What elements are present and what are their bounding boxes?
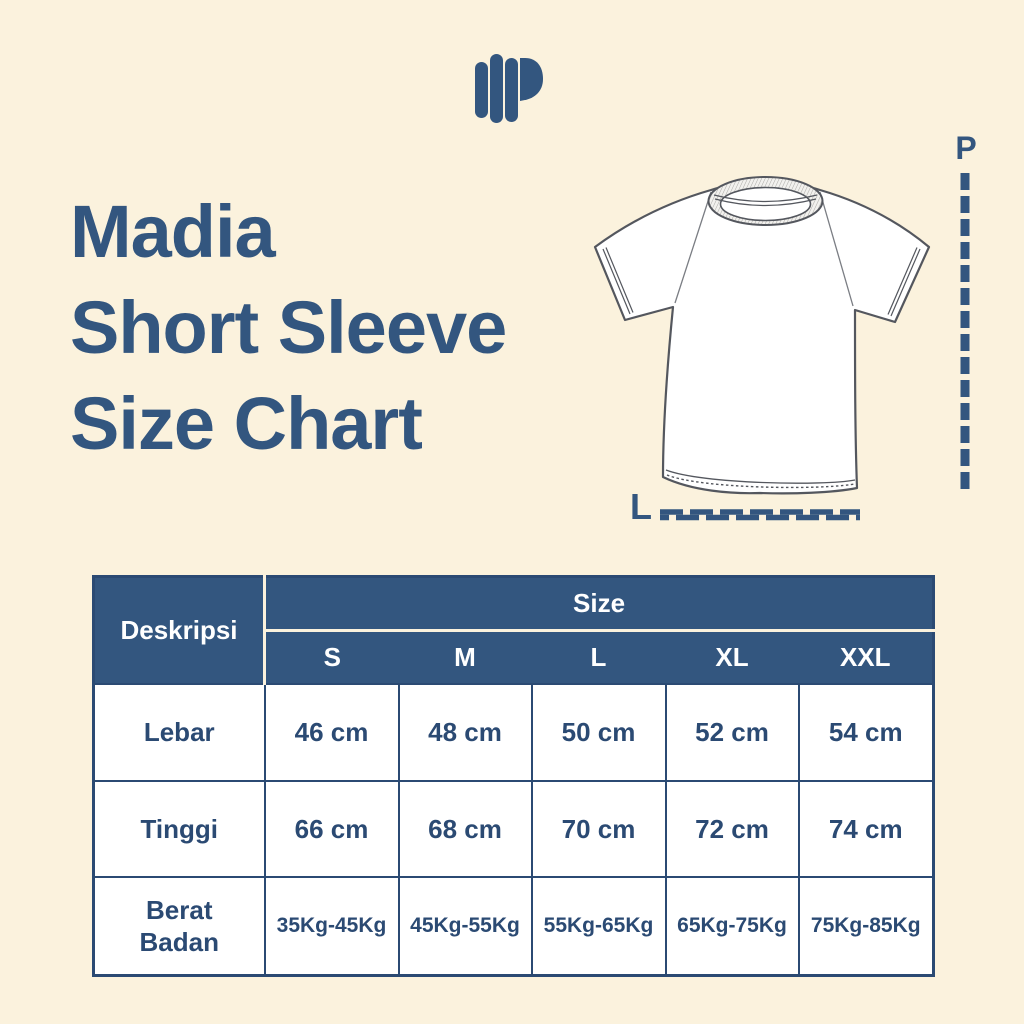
table-header-row-size: Deskripsi Size [93, 576, 934, 684]
table-row-berat-badan: Berat Badan 35Kg-45Kg 45Kg-55Kg 55Kg-65K… [92, 876, 935, 977]
cell-berat-m: 45Kg-55Kg [397, 876, 533, 977]
header-size-s: S [264, 630, 399, 684]
table-header-row-letters: S M L XL XXL [94, 630, 934, 684]
row-label-berat-badan: Berat Badan [92, 876, 266, 977]
title-line-1: Madia [70, 190, 276, 273]
cell-lebar-m: 48 cm [397, 683, 533, 782]
cell-berat-l: 55Kg-65Kg [530, 876, 667, 977]
tshirt-illustration [593, 176, 931, 495]
cell-tinggi-xl: 72 cm [664, 780, 800, 878]
header-size-xl: XL [665, 630, 799, 684]
width-measure-label: L [630, 486, 652, 527]
cell-lebar-l: 50 cm [530, 683, 667, 782]
cell-tinggi-xxl: 74 cm [797, 780, 935, 878]
row-label-tinggi: Tinggi [92, 780, 266, 878]
header-size-xxl: XXL [798, 630, 934, 684]
title-line-3: Size Chart [70, 382, 423, 465]
cell-berat-xl: 65Kg-75Kg [664, 876, 800, 977]
title-line-2: Short Sleeve [70, 286, 507, 369]
table-row-tinggi: Tinggi 66 cm 68 cm 70 cm 72 cm 74 cm [92, 780, 935, 878]
cell-tinggi-s: 66 cm [263, 780, 400, 878]
cell-lebar-xxl: 54 cm [797, 683, 935, 782]
cell-tinggi-m: 68 cm [397, 780, 533, 878]
cell-berat-xxl: 75Kg-85Kg [797, 876, 935, 977]
header-size: Size [264, 576, 934, 632]
row-label-lebar: Lebar [92, 683, 266, 782]
header-size-l: L [531, 630, 666, 684]
height-measure-line [960, 173, 970, 493]
cell-lebar-s: 46 cm [263, 683, 400, 782]
size-table: Deskripsi Size S M L XL XXL Lebar 46 cm … [92, 575, 936, 977]
header-deskripsi: Deskripsi [93, 576, 266, 684]
height-measure-label: P [955, 130, 977, 166]
cell-tinggi-l: 70 cm [530, 780, 667, 878]
header-size-m: M [398, 630, 532, 684]
brand-monogram-icon [475, 54, 543, 123]
cell-lebar-xl: 52 cm [664, 683, 800, 782]
cell-berat-s: 35Kg-45Kg [263, 876, 400, 977]
page-title: Madia Short Sleeve Size Chart [70, 184, 507, 472]
width-measure-line [660, 509, 860, 521]
table-row-lebar: Lebar 46 cm 48 cm 50 cm 52 cm 54 cm [92, 683, 935, 782]
